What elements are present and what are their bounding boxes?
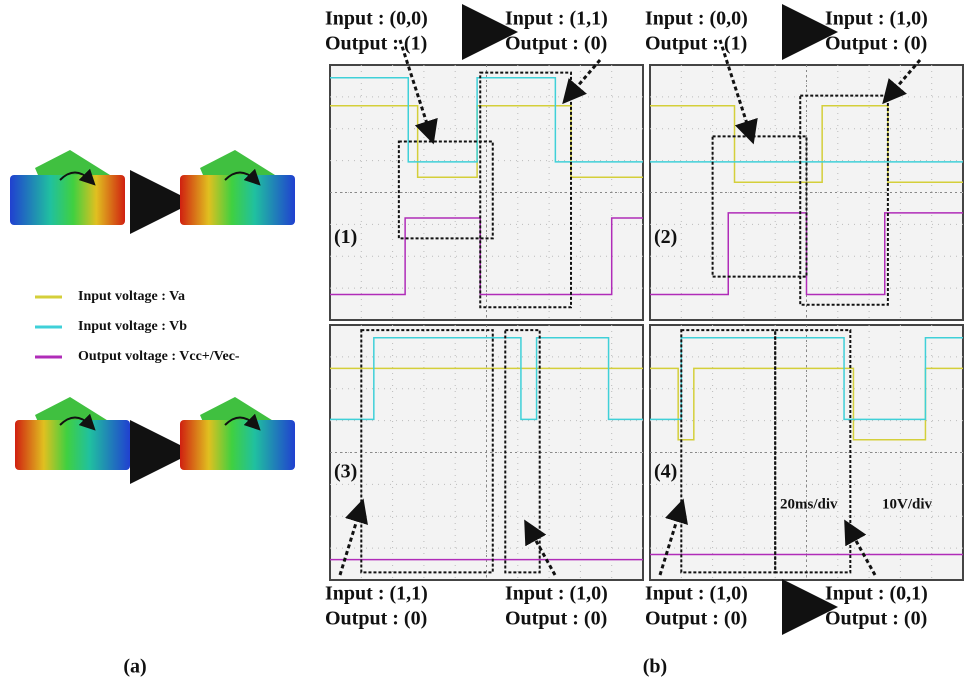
output-label: Output : (0): [505, 608, 607, 630]
scope: (4) Input : (1,0) Output : (0) Input : (0,1…: [645, 325, 963, 630]
device: [15, 397, 130, 470]
input-label: Input : (1,0): [645, 583, 748, 605]
scope-label: (3): [334, 460, 357, 482]
input-label: Input : (0,0): [645, 8, 748, 30]
input-label: Input : (0,1): [825, 583, 928, 605]
scope: (2) Input : (0,0) Output : (1) Input : (1,0…: [645, 8, 963, 320]
output-label: Output : (0): [645, 608, 747, 630]
device-images: [10, 150, 295, 470]
output-label: Output : (1): [325, 33, 427, 55]
output-label: Output : (0): [325, 608, 427, 630]
input-label: Input : (1,0): [825, 8, 928, 30]
input-label: Input : (1,1): [325, 583, 428, 605]
legend-label: Input voltage : Vb: [78, 319, 187, 334]
caption: (a): [123, 656, 146, 678]
device: [10, 150, 125, 225]
time-scale: 20ms/div: [780, 496, 838, 512]
input-label: Input : (1,1): [505, 8, 608, 30]
device: [180, 150, 295, 225]
device: [180, 397, 295, 470]
scope-label: (1): [334, 226, 357, 248]
output-label: Output : (0): [825, 608, 927, 630]
input-label: Input : (0,0): [325, 8, 428, 30]
scope: (1) Input : (0,0) Output : (1) Input : (1,1…: [325, 8, 643, 320]
input-label: Input : (1,0): [505, 583, 608, 605]
scope-label: (4): [654, 460, 677, 482]
output-label: Output : (1): [645, 33, 747, 55]
output-label: Output : (0): [505, 33, 607, 55]
output-label: Output : (0): [825, 33, 927, 55]
caption: (b): [643, 656, 667, 678]
figure: (a) (b) Input voltage : Va Input voltage …: [0, 0, 964, 692]
legend-label: Input voltage : Va: [78, 289, 185, 304]
scope-label: (2): [654, 226, 677, 248]
legend-label: Output voltage : Vcc+/Vec-: [78, 349, 240, 364]
voltage-scale: 10V/div: [882, 496, 933, 512]
scope: (3) Input : (1,1) Output : (0) Input : (1,0…: [325, 325, 643, 630]
